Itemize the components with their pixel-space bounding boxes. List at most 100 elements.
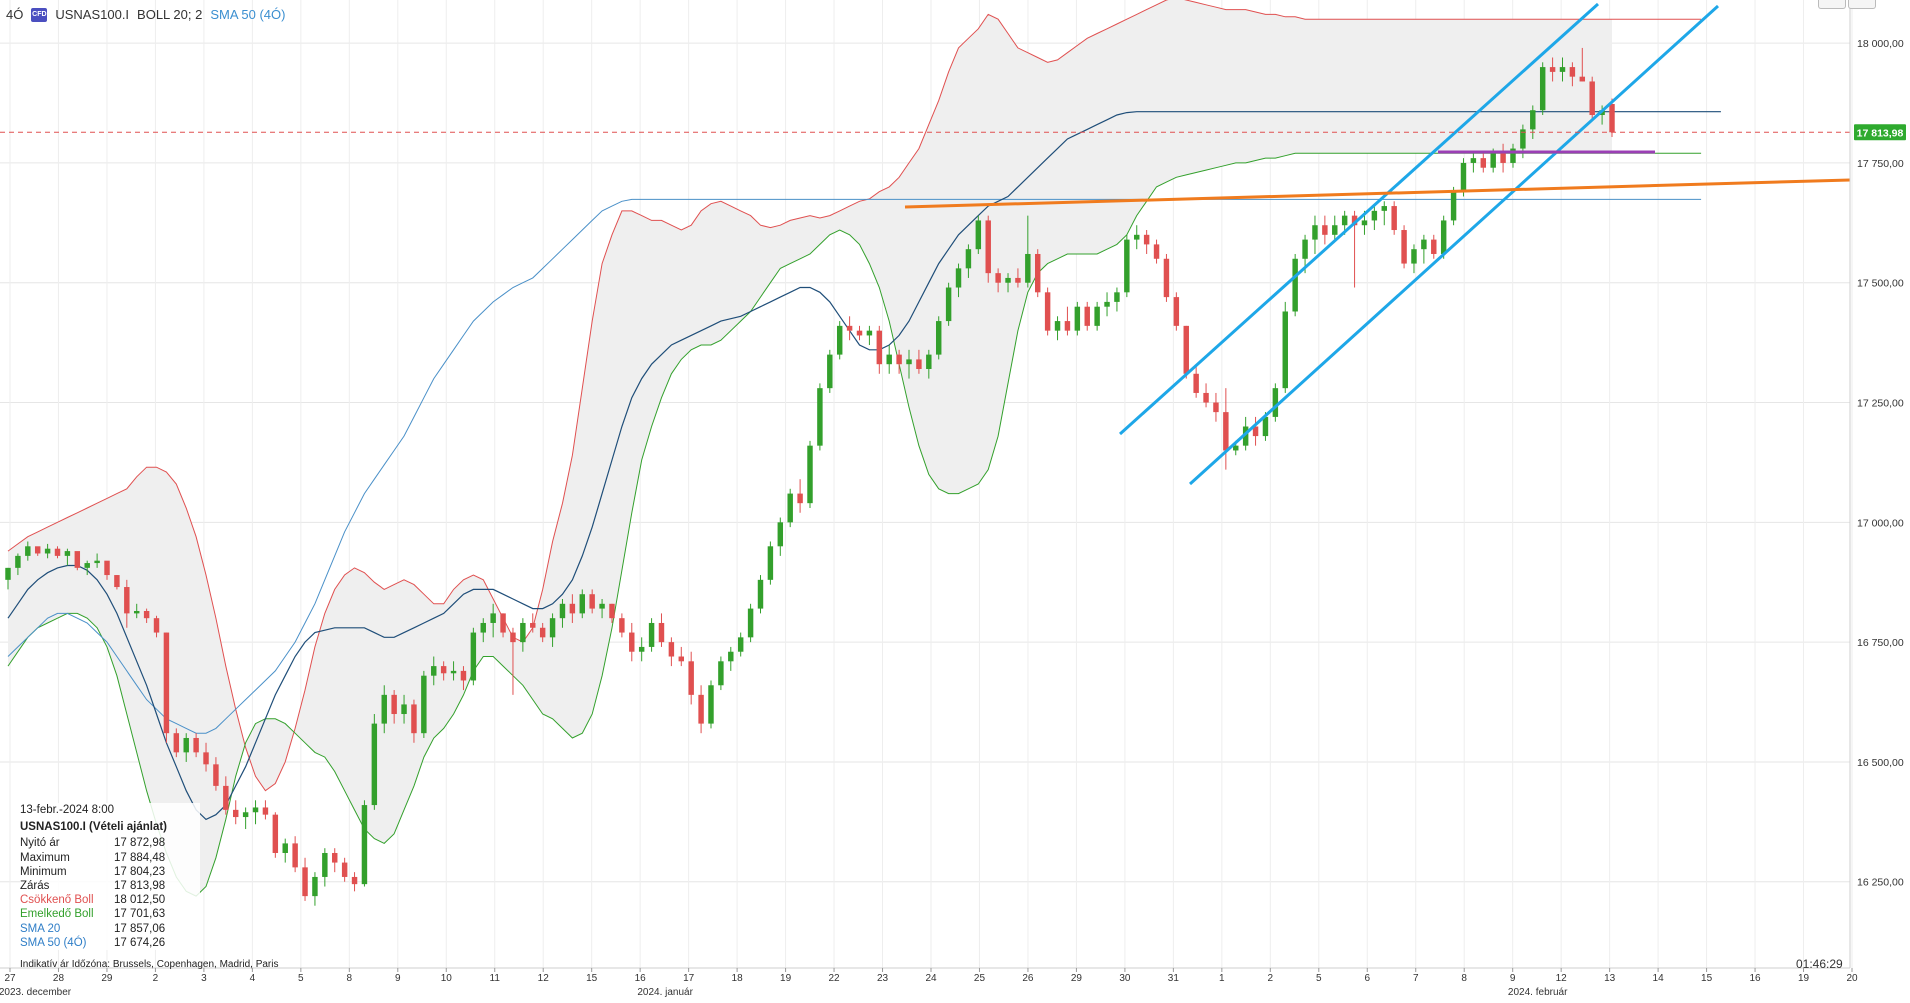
candle-body — [74, 551, 81, 568]
toolbar-corner-button-2[interactable] — [1848, 0, 1876, 9]
candle-body — [94, 560, 100, 564]
x-axis: 27 28 29 2 3 4 5 8 9 10 11 12 15 16 17 18 19 22 23 24 25 26 29… — [0, 967, 1858, 998]
candle-body — [322, 852, 328, 877]
candle-body — [183, 737, 189, 753]
candle-body — [569, 603, 576, 614]
candle-body — [609, 603, 615, 619]
candle-body — [173, 733, 180, 753]
x-tick-label: 7 — [1413, 973, 1419, 984]
candle-body — [1332, 225, 1338, 235]
sma50-legend[interactable]: SMA 50 (4Ó) — [210, 7, 286, 22]
info-row-value: 17 804,23 — [114, 865, 166, 878]
candle-body — [1134, 234, 1140, 240]
candle-body — [579, 594, 585, 614]
candle-body — [133, 610, 140, 614]
info-date: 13-febr.-2024 8:00 — [20, 804, 114, 816]
current-price-label: 17 813,98 — [1857, 127, 1904, 139]
candle-body — [638, 646, 645, 652]
y-tick-label: 16 250,00 — [1857, 877, 1904, 889]
bollinger-legend[interactable]: BOLL 20; 2 — [137, 7, 203, 22]
candle-body — [1054, 321, 1061, 331]
candle-body — [1351, 215, 1358, 226]
current-price-tag — [1854, 124, 1906, 141]
candle-body — [153, 618, 160, 633]
candle-body — [1015, 277, 1021, 283]
x-tick-label: 5 — [1316, 973, 1322, 984]
info-row-label: Minimum — [20, 865, 67, 878]
candle-body — [856, 330, 863, 336]
x-tick-label: 1 — [1219, 973, 1225, 984]
timeframe-label[interactable]: 4Ó — [6, 7, 24, 22]
info-row: Csökkenő Boll 18 012,50 — [20, 893, 200, 907]
candle-body — [1371, 210, 1378, 221]
x-tick-label: 6 — [1364, 973, 1370, 984]
candle-body — [480, 622, 486, 633]
info-row-label: SMA 50 (4Ó) — [20, 936, 87, 949]
cfd-icon: CFD — [31, 7, 48, 22]
candle-body — [1114, 292, 1120, 302]
info-row-value: 17 884,48 — [114, 851, 166, 864]
candle-body — [906, 359, 912, 365]
candle-body — [965, 249, 972, 269]
x-tick-label: 17 — [683, 973, 695, 984]
candle-body — [658, 622, 665, 643]
x-tick-label: 30 — [1119, 973, 1131, 984]
x-month-label: 2024. február — [1508, 987, 1568, 998]
candle-body — [1539, 67, 1546, 111]
candle-body — [252, 807, 259, 813]
candle-body — [876, 330, 883, 365]
candle-body — [1094, 306, 1100, 326]
toolbar-corner-button[interactable] — [1818, 0, 1846, 9]
instrument-label[interactable]: USNAS100.I — [55, 7, 130, 22]
candle-body — [1064, 321, 1071, 331]
candle-body — [530, 622, 536, 628]
candle-body — [262, 807, 269, 815]
candle-body — [718, 661, 724, 686]
candle-body — [896, 354, 902, 365]
candle-body — [411, 704, 417, 734]
candle-body — [945, 287, 952, 322]
candles — [5, 47, 1615, 906]
candle-body — [302, 867, 308, 897]
candle-body — [1213, 402, 1219, 413]
candle-body — [1203, 392, 1209, 403]
candle-body — [836, 325, 843, 355]
y-tick-label: 18 000,00 — [1857, 38, 1904, 50]
candle-body — [54, 548, 61, 556]
x-tick-label: 19 — [1798, 973, 1810, 984]
candle-body — [440, 666, 447, 674]
candle-body — [1242, 426, 1249, 446]
candle-body — [1143, 234, 1150, 245]
candle-body — [827, 354, 833, 389]
candle-body — [1173, 297, 1180, 326]
y-tick-label: 17 750,00 — [1857, 158, 1904, 170]
x-tick-label: 22 — [828, 973, 840, 984]
candle-body — [1569, 67, 1576, 77]
candle-body — [549, 618, 556, 638]
candle-body — [1391, 206, 1397, 231]
y-tick-label: 17 500,00 — [1857, 278, 1904, 290]
candle-body — [539, 627, 546, 638]
x-tick-label: 18 — [732, 973, 744, 984]
info-instrument: USNAS100.I (Vételi ajánlat) — [20, 821, 167, 834]
info-row-label: Csökkenő Boll — [20, 894, 94, 907]
candle-body — [341, 862, 348, 877]
info-row: Emelkedő Boll 17 701,63 — [20, 907, 200, 921]
candle-body — [401, 704, 407, 715]
x-tick-label: 10 — [441, 973, 453, 984]
candle-body — [272, 814, 279, 853]
candle-body — [1163, 258, 1170, 298]
bollinger-lower-line — [7, 152, 1702, 897]
candle-body — [233, 809, 239, 818]
candle-body — [292, 843, 298, 868]
bollinger-upper-line — [7, 0, 1702, 792]
candle-body — [34, 546, 41, 554]
candle-body — [817, 388, 823, 446]
candle-body — [1450, 191, 1457, 221]
candle-body — [104, 560, 110, 576]
candle-body — [1312, 225, 1318, 240]
timezone-line: Indikatív ár Időzóna: Brussels, Copenhag… — [20, 959, 279, 970]
candle-body — [1282, 311, 1288, 389]
info-row-label: Emelkedő Boll — [20, 908, 94, 921]
